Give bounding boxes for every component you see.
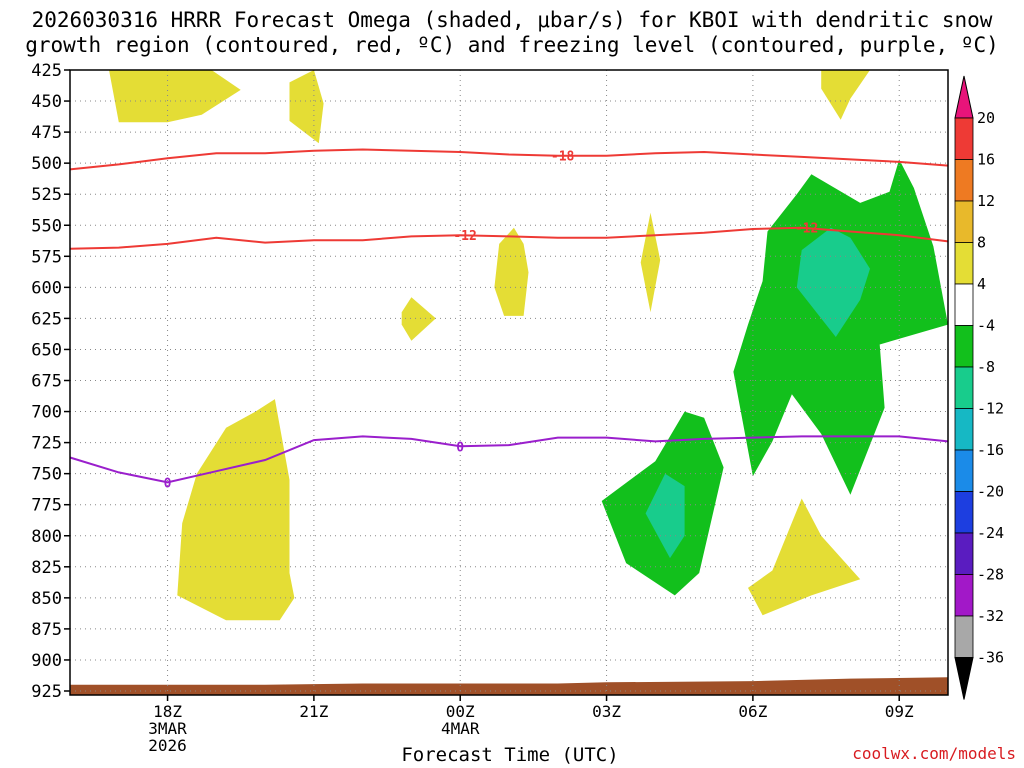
colorbar-segment-12 bbox=[954, 615, 974, 658]
colorbar-label-12: -32 bbox=[977, 607, 1004, 625]
y-tick-label-500: 500 bbox=[31, 154, 62, 174]
omega-region-11 bbox=[796, 227, 870, 337]
contour-labels: -18 -12 -12 0 0 bbox=[164, 150, 819, 492]
credit-text[interactable]: coolwx.com/models bbox=[852, 744, 1016, 763]
y-tick-label-475: 475 bbox=[31, 123, 62, 143]
contour-0-2 bbox=[69, 435, 949, 484]
x-tick-label-18-0: 18Z bbox=[153, 702, 182, 721]
y-tick-label-625: 625 bbox=[31, 309, 62, 329]
colorbar-label-11: -28 bbox=[977, 566, 1004, 584]
colorbar-segment-3 bbox=[954, 242, 974, 285]
contour-label-1: -12 bbox=[453, 229, 476, 244]
y-tick-label-525: 525 bbox=[31, 185, 62, 205]
colorbar-segment-9 bbox=[954, 491, 974, 534]
y-axis-ticks: 425 450 475 500 525 550 575 600 625 650 675 700 725 7… bbox=[31, 61, 70, 702]
contour-label-4: 0 bbox=[456, 440, 464, 455]
terrain-fill bbox=[70, 677, 948, 695]
colorbar-label-8: -16 bbox=[977, 441, 1004, 459]
omega-region-6 bbox=[177, 399, 295, 621]
omega-region-4 bbox=[640, 212, 661, 313]
contour-label-2: -12 bbox=[795, 222, 818, 237]
colorbar-segment-8 bbox=[954, 449, 974, 492]
contour-lines bbox=[69, 148, 949, 484]
y-tick-label-425: 425 bbox=[31, 61, 62, 81]
y-tick-label-650: 650 bbox=[31, 340, 62, 360]
x-tick-label-21-0: 21Z bbox=[299, 702, 328, 721]
colorbar-label-4: 4 bbox=[977, 275, 986, 293]
x-tick-label-18-1: 3MAR bbox=[148, 719, 187, 738]
colorbar-segment-2 bbox=[954, 200, 974, 243]
y-tick-label-875: 875 bbox=[31, 620, 62, 640]
colorbar-bottom-arrow bbox=[954, 657, 974, 700]
omega-shading bbox=[109, 70, 948, 621]
terrain-layer bbox=[70, 677, 948, 695]
plot-frame bbox=[69, 69, 949, 696]
colorbar-segment-5 bbox=[954, 325, 974, 368]
colorbar-label-6: -8 bbox=[977, 358, 995, 376]
colorbar-label-3: 8 bbox=[977, 234, 986, 252]
y-tick-label-575: 575 bbox=[31, 247, 62, 267]
colorbar-label-5: -4 bbox=[977, 317, 995, 335]
y-tick-label-850: 850 bbox=[31, 589, 62, 609]
colorbar-segment-11 bbox=[954, 574, 974, 617]
colorbar-segment-10 bbox=[954, 532, 974, 575]
y-tick-label-675: 675 bbox=[31, 372, 62, 392]
x-tick-label-33-0: 09Z bbox=[885, 702, 914, 721]
x-tick-label-18-2: 2026 bbox=[148, 736, 187, 755]
omega-region-0 bbox=[109, 70, 241, 123]
grid-lines bbox=[70, 69, 948, 695]
colorbar-segment-0 bbox=[954, 117, 974, 160]
omega-region-5 bbox=[401, 297, 436, 341]
colorbar-label-0: 20 bbox=[977, 109, 995, 127]
colorbar-segment-1 bbox=[954, 159, 974, 202]
y-tick-label-550: 550 bbox=[31, 216, 62, 236]
x-tick-label-30-0: 06Z bbox=[738, 702, 767, 721]
x-tick-label-27-0: 03Z bbox=[592, 702, 621, 721]
y-tick-label-750: 750 bbox=[31, 465, 62, 485]
y-tick-label-825: 825 bbox=[31, 558, 62, 578]
x-axis-label: Forecast Time (UTC) bbox=[401, 744, 619, 766]
chart-title-line-1: 2026030316 HRRR Forecast Omega (shaded, … bbox=[31, 8, 993, 32]
colorbar-segment-7 bbox=[954, 408, 974, 451]
colorbar-label-13: -36 bbox=[977, 649, 1004, 667]
omega-region-2 bbox=[821, 70, 870, 120]
colorbar-label-1: 16 bbox=[977, 151, 995, 169]
contour-label-0: -18 bbox=[551, 150, 575, 165]
colorbar-label-10: -24 bbox=[977, 524, 1004, 542]
contour--12-1 bbox=[69, 226, 949, 250]
y-tick-label-800: 800 bbox=[31, 527, 62, 547]
chart-title-line-2: growth region (contoured, red, ºC) and f… bbox=[25, 33, 999, 57]
colorbar-label-9: -20 bbox=[977, 483, 1004, 501]
colorbar: 20 16 12 8 4 -4 -8 -12 -16 -20 -24 -28 -32 -36 bbox=[954, 75, 1004, 700]
colorbar-label-2: 12 bbox=[977, 192, 995, 210]
contour--18-0 bbox=[69, 148, 949, 171]
y-tick-label-925: 925 bbox=[31, 682, 62, 702]
y-tick-label-725: 725 bbox=[31, 434, 62, 454]
y-tick-label-900: 900 bbox=[31, 651, 62, 671]
colorbar-label-7: -12 bbox=[977, 400, 1004, 418]
omega-region-7 bbox=[748, 498, 861, 616]
x-tick-label-24-0: 00Z bbox=[446, 702, 475, 721]
omega-region-3 bbox=[494, 227, 529, 316]
omega-region-9 bbox=[645, 473, 685, 559]
contour-label-3: 0 bbox=[164, 476, 172, 491]
colorbar-segment-6 bbox=[954, 366, 974, 409]
y-tick-label-450: 450 bbox=[31, 92, 62, 112]
omega-region-1 bbox=[289, 70, 324, 144]
y-tick-label-700: 700 bbox=[31, 403, 62, 423]
colorbar-top-arrow bbox=[954, 75, 974, 119]
x-tick-label-24-1: 4MAR bbox=[441, 719, 480, 738]
y-tick-label-775: 775 bbox=[31, 496, 62, 516]
y-tick-label-600: 600 bbox=[31, 278, 62, 298]
colorbar-segment-4 bbox=[954, 283, 974, 326]
